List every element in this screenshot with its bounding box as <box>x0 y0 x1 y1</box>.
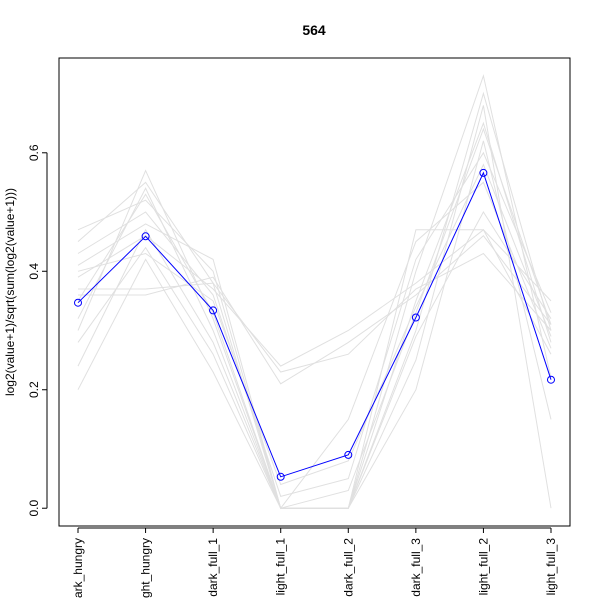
x-tick-label-dark_full_1: dark_full_1 <box>206 538 220 597</box>
x-tick-label-dark_full_2: dark_full_2 <box>341 538 355 597</box>
x-tick-label-dark_full_3: dark_full_3 <box>409 538 423 597</box>
x-tick-label-light_full_1: light_full_1 <box>274 538 288 596</box>
highlight-point-dark_full_1 <box>209 306 218 315</box>
background-series-line-12 <box>77 211 552 509</box>
highlight-point-dark_hungry <box>74 298 82 307</box>
background-series-line-3 <box>77 151 552 498</box>
y-tick-label: 0.6 <box>27 144 41 161</box>
y-tick-label: 0.2 <box>27 381 41 398</box>
highlight-series-line <box>77 171 552 478</box>
highlight-point-dark_full_2 <box>344 450 353 459</box>
y-tick-label: 0.4 <box>27 263 41 280</box>
highlight-point-dark_full_3 <box>411 313 420 322</box>
x-tick-label-light_hungry: ght_hungry <box>139 538 153 598</box>
x-tick-label-light_full_3: light_full_3 <box>544 538 558 596</box>
highlight-point-light_full_3 <box>547 375 555 384</box>
highlight-point-light_hungry <box>141 232 150 241</box>
highlight-point-light_full_1 <box>276 472 285 481</box>
x-tick-label-light_full_2: light_full_2 <box>476 538 490 596</box>
highlight-point-light_full_2 <box>479 168 488 177</box>
background-series-line-7 <box>78 234 552 385</box>
y-axis-label: log2(value+1)/sqrt(sum(log2(value+1))) <box>3 188 17 396</box>
plot-frame <box>58 57 571 527</box>
background-series-line-14 <box>77 127 552 509</box>
background-series-line-13 <box>77 163 552 486</box>
background-series-line-5 <box>77 229 552 367</box>
x-tick-label-dark_hungry: ark_hungry <box>71 538 85 598</box>
plot-area <box>74 73 555 510</box>
y-tick-label: 0.0 <box>27 500 41 517</box>
chart-title: 564 <box>302 22 326 38</box>
